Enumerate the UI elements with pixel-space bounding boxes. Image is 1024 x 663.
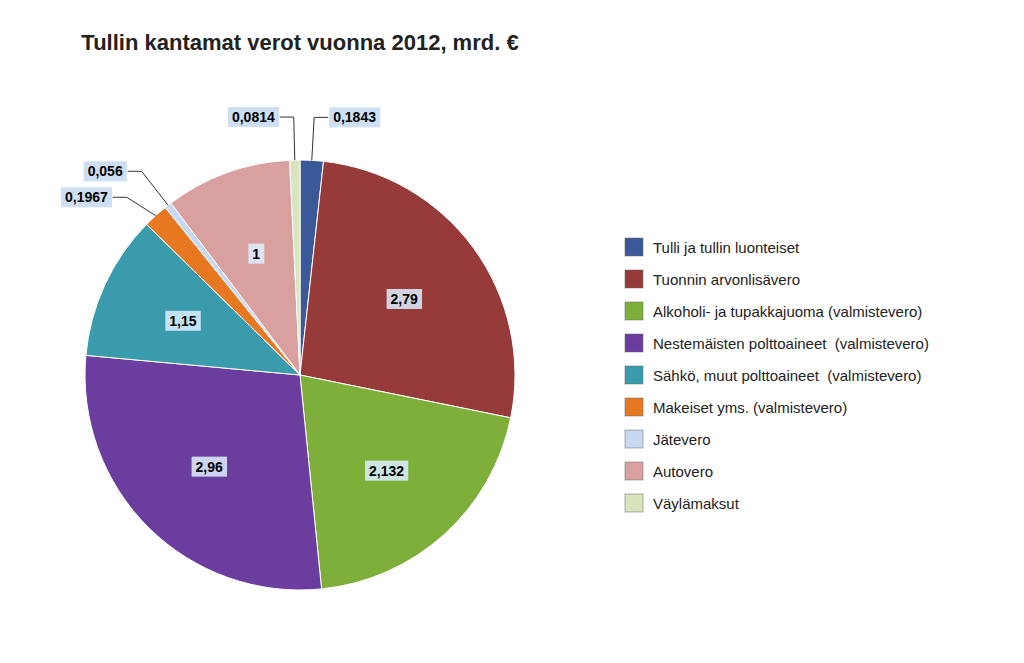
legend-swatch (625, 238, 643, 256)
legend-item: Tuonnin arvonlisävero (625, 270, 800, 288)
data-label: 2,96 (196, 459, 223, 475)
data-label-group: 2,132 (365, 461, 408, 481)
label-box (61, 187, 112, 207)
legend-item: Autovero (625, 462, 713, 480)
legend: Tulli ja tullin luonteiset Tuonnin arvonl… (625, 238, 929, 512)
leader-line (128, 171, 168, 205)
pie-slice (290, 160, 300, 375)
pie-slice (171, 160, 300, 375)
data-label-group: 0,056 (84, 161, 127, 181)
legend-swatch (625, 334, 643, 352)
label-box (165, 311, 200, 331)
legend-swatch (625, 398, 643, 416)
data-label-group: 0,1967 (61, 187, 112, 207)
legend-swatch (625, 270, 643, 288)
legend-item: Makeiset yms. (valmistevero) (625, 398, 847, 416)
legend-swatch (625, 430, 643, 448)
data-label: 0,0814 (232, 109, 275, 125)
data-label-group: 0,0814 (228, 107, 279, 127)
label-box (248, 244, 264, 264)
data-label: 2,132 (369, 463, 404, 479)
leader-line (280, 117, 295, 160)
data-label-group: 2,96 (192, 457, 227, 477)
label-box (192, 457, 227, 477)
legend-item: Väylämaksut (625, 494, 740, 512)
legend-swatch (625, 494, 643, 512)
pie-slice (300, 161, 515, 418)
data-label: 0,056 (88, 163, 123, 179)
legend-label: Nestemäisten polttoaineet (valmistevero) (653, 335, 929, 352)
pie-slice (300, 375, 511, 589)
data-label-group: 1,15 (165, 311, 200, 331)
leader-line (312, 117, 328, 160)
data-label: 0,1967 (65, 189, 108, 205)
pie (85, 160, 515, 590)
legend-swatch (625, 462, 643, 480)
legend-label: Väylämaksut (653, 495, 740, 512)
label-box (387, 289, 422, 309)
leader-line (113, 197, 156, 215)
legend-swatch (625, 366, 643, 384)
legend-label: Tuonnin arvonlisävero (653, 271, 800, 288)
label-box (84, 161, 127, 181)
data-labels: 2,79 2,132 2,96 1,15 1 0,1843 0,1967 0,056 0,081… (61, 107, 422, 481)
legend-swatch (625, 302, 643, 320)
label-box (365, 461, 408, 481)
title: Tullin kantamat verot vuonna 2012, mrd. … (81, 30, 518, 55)
legend-label: Autovero (653, 463, 713, 480)
data-label: 1 (252, 246, 260, 262)
chart: Tullin kantamat verot vuonna 2012, mrd. … (0, 0, 1024, 663)
pie-slice (85, 355, 322, 590)
legend-item: Jätevero (625, 430, 711, 448)
legend-item: Tulli ja tullin luonteiset (625, 238, 800, 256)
data-label-group: 2,79 (387, 289, 422, 309)
data-label: 0,1843 (333, 109, 376, 125)
legend-label: Tulli ja tullin luonteiset (653, 239, 800, 256)
legend-label: Jätevero (653, 431, 711, 448)
legend-label: Makeiset yms. (valmistevero) (653, 399, 847, 416)
data-label-group: 1 (248, 244, 264, 264)
legend-item: Alkoholi- ja tupakkajuoma (valmistevero) (625, 302, 922, 320)
legend-item: Sähkö, muut polttoaineet (valmistevero) (625, 366, 921, 384)
label-box (329, 107, 380, 127)
legend-item: Nestemäisten polttoaineet (valmistevero) (625, 334, 929, 352)
data-label: 1,15 (169, 313, 196, 329)
data-label: 2,79 (391, 291, 418, 307)
data-label-group: 0,1843 (329, 107, 380, 127)
label-box (228, 107, 279, 127)
legend-label: Sähkö, muut polttoaineet (valmistevero) (653, 367, 921, 384)
legend-label: Alkoholi- ja tupakkajuoma (valmistevero) (653, 303, 922, 320)
